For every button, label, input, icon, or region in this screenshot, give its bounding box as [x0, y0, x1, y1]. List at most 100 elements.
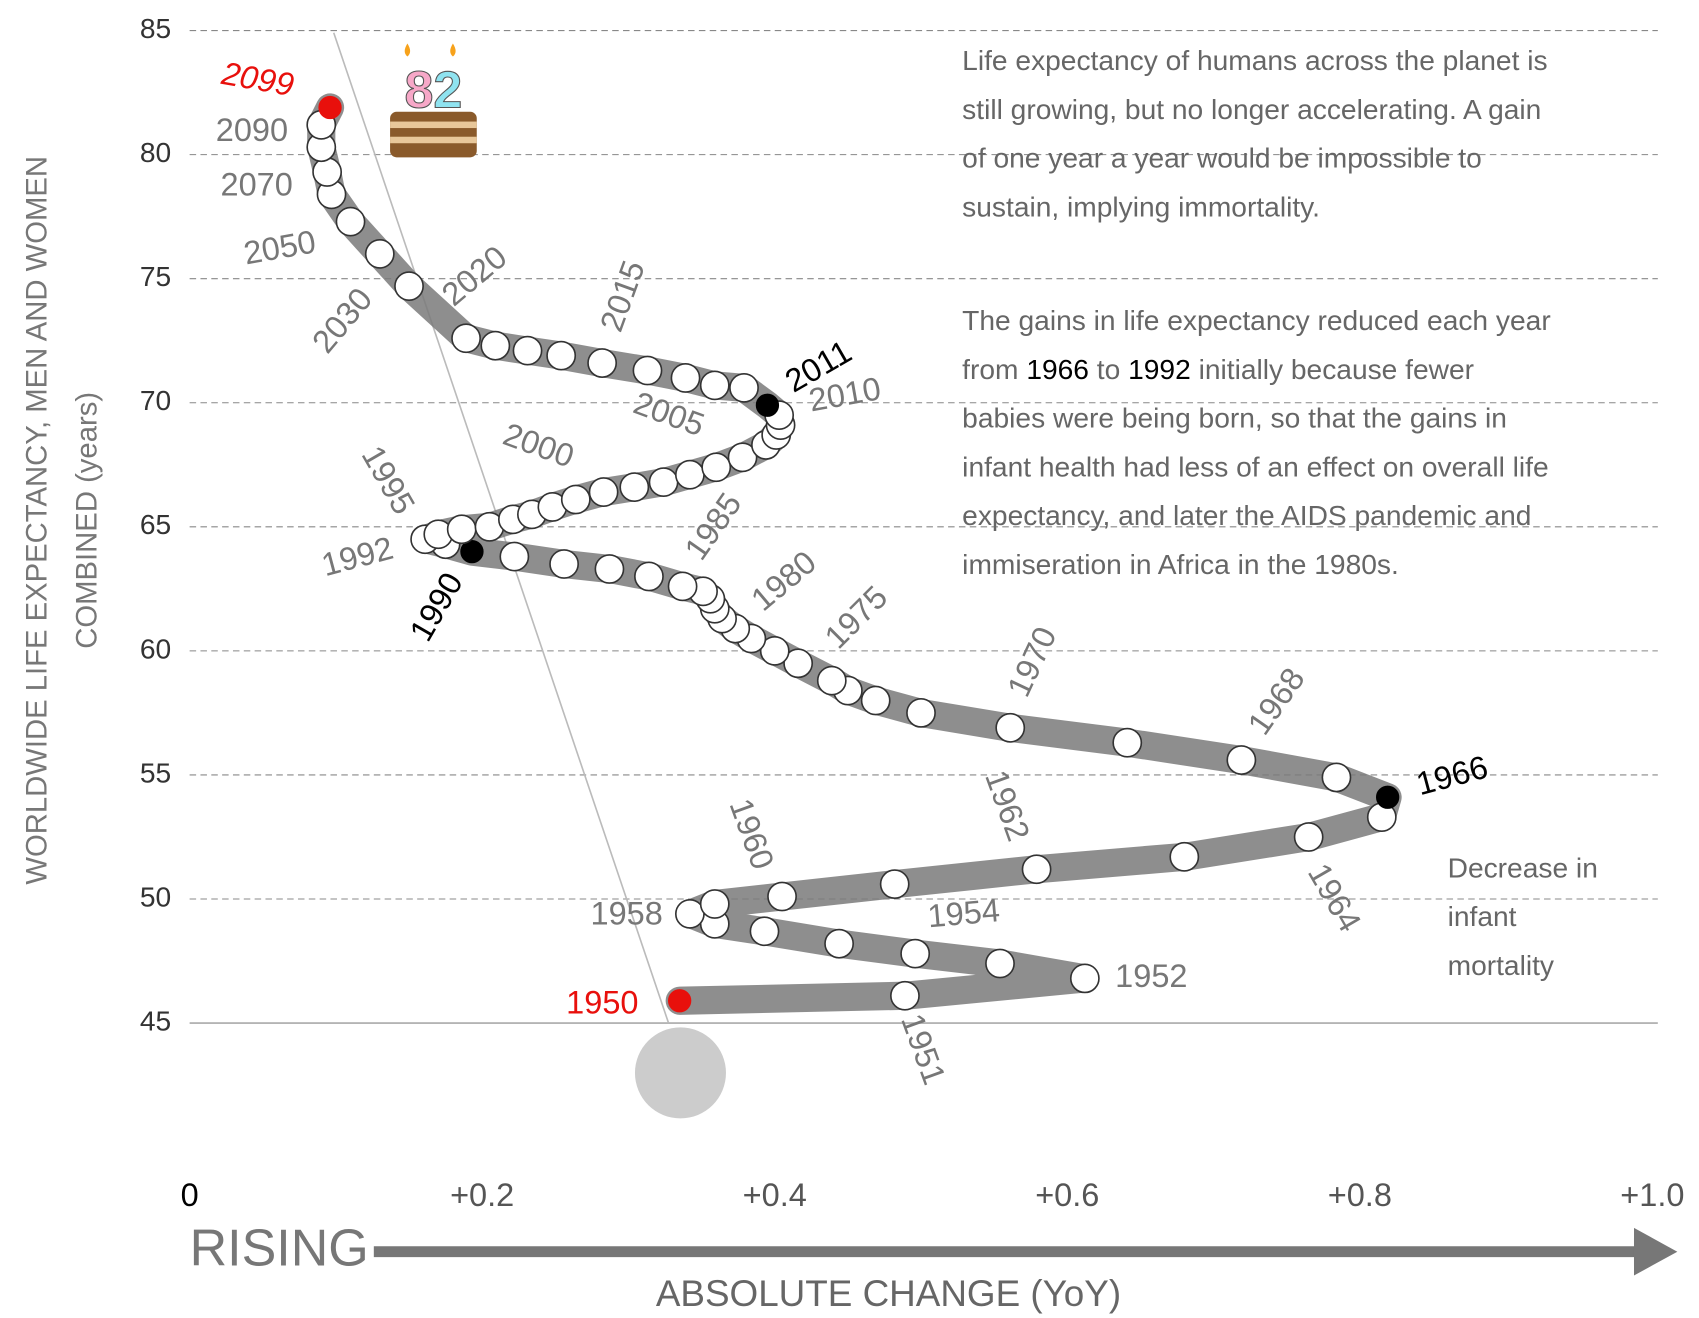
data-point	[676, 461, 704, 489]
year-label: 1970	[1000, 621, 1063, 702]
year-label: 1958	[590, 896, 662, 932]
y-tick-label: 50	[140, 880, 171, 912]
y-tick-label: 70	[140, 384, 171, 416]
y-tick-label: 80	[140, 136, 171, 168]
annotation-text: Decrease in	[1448, 852, 1598, 884]
year-label: 1952	[1115, 958, 1187, 994]
annotation-text: immiseration in Africa in the 1980s.	[962, 548, 1399, 580]
data-point	[595, 555, 623, 583]
data-point	[768, 882, 796, 910]
annotation-line: The gains in life expectancy reduced eac…	[962, 305, 1551, 337]
data-point	[1227, 746, 1255, 774]
annotation-line: Decrease in	[1448, 852, 1598, 884]
annotation-line: of one year a year would be impossible t…	[962, 142, 1482, 174]
annotation-text: infant	[1448, 900, 1517, 932]
x-tick-label: +0.8	[1328, 1177, 1392, 1213]
data-point	[1295, 823, 1323, 851]
annotation-line: babies were being born, so that the gain…	[962, 402, 1507, 434]
year-label: 2030	[305, 281, 379, 360]
year-label: 2099	[218, 55, 296, 103]
y-tick-label: 65	[140, 508, 171, 540]
data-point	[907, 699, 935, 727]
annotation-line: sustain, implying immortality.	[962, 191, 1320, 223]
annotation-line: expectancy, and later the AIDS pandemic …	[962, 500, 1531, 532]
annotation-text: initially because fewer	[1191, 353, 1474, 385]
data-point	[481, 332, 509, 360]
data-point	[701, 371, 729, 399]
data-point	[818, 667, 846, 695]
data-point	[881, 870, 909, 898]
year-label: 1990	[403, 566, 470, 647]
data-point	[513, 337, 541, 365]
x-tick-label: +1.0	[1620, 1177, 1684, 1213]
direction-label: RISING	[190, 1219, 369, 1277]
data-point	[862, 686, 890, 714]
year-label: 1962	[978, 765, 1037, 845]
data-point	[757, 394, 779, 416]
year-label: 1992	[318, 530, 397, 583]
data-point	[366, 240, 394, 268]
year-label: 1960	[723, 794, 782, 874]
annotation-line: mortality	[1448, 949, 1555, 981]
data-point	[1022, 855, 1050, 883]
annotation-text: 1966	[1026, 353, 1089, 385]
year-label: 2015	[593, 256, 652, 336]
year-label: 1966	[1412, 749, 1491, 802]
data-point	[669, 990, 691, 1012]
data-point	[671, 364, 699, 392]
year-label: 1995	[355, 440, 422, 521]
x-axis-title: ABSOLUTE CHANGE (YoY)	[656, 1273, 1121, 1314]
annotation-text: from	[962, 353, 1026, 385]
data-point	[336, 208, 364, 236]
data-point	[901, 940, 929, 968]
origin-disc	[635, 1027, 726, 1118]
annotation-text: sustain, implying immortality.	[962, 191, 1320, 223]
y-tick-label: 85	[140, 12, 171, 44]
data-point	[750, 917, 778, 945]
data-point	[701, 890, 729, 918]
annotation-text: of one year a year would be impossible t…	[962, 142, 1482, 174]
year-label: 2050	[241, 223, 318, 271]
year-label: 2070	[221, 167, 293, 203]
data-point	[500, 542, 528, 570]
y-tick-label: 55	[140, 756, 171, 788]
annotation-text: mortality	[1448, 949, 1555, 981]
annotation-text: still growing, but no longer acceleratin…	[962, 93, 1541, 125]
data-point	[620, 473, 648, 501]
year-label: 1964	[1301, 857, 1368, 938]
y-tick-label: 60	[140, 632, 171, 664]
annotation-text: The gains in life expectancy reduced eac…	[962, 305, 1551, 337]
annotation-text: Life expectancy of humans across the pla…	[962, 44, 1547, 76]
data-point	[550, 550, 578, 578]
data-point	[562, 485, 590, 513]
year-label: 2090	[216, 112, 288, 148]
data-point	[588, 349, 616, 377]
data-point	[448, 515, 476, 543]
y-tick-label: 75	[140, 260, 171, 292]
annotation-text: to	[1089, 353, 1128, 385]
data-point	[452, 324, 480, 352]
data-point	[319, 97, 341, 119]
y-tick-label: 45	[140, 1005, 171, 1037]
data-point	[633, 356, 661, 384]
annotation-text: expectancy, and later the AIDS pandemic …	[962, 500, 1531, 532]
year-label: 1968	[1241, 661, 1312, 741]
data-point	[1113, 729, 1141, 757]
year-label: 1975	[818, 579, 895, 656]
annotation-line: infant health had less of an effect on o…	[962, 451, 1548, 483]
annotation-line: infant	[1448, 900, 1517, 932]
data-point	[1377, 786, 1399, 808]
arrow-head	[1634, 1228, 1677, 1276]
data-point	[825, 930, 853, 958]
data-point	[891, 982, 919, 1010]
annotation-line: from 1966 to 1992 initially because fewe…	[962, 353, 1474, 385]
x-tick-label: 0	[181, 1177, 199, 1213]
data-point	[547, 342, 575, 370]
year-label: 1954	[926, 892, 1001, 934]
page: {"chart_data": { "type": "scatter", "y_l…	[0, 0, 1699, 1318]
data-point	[1322, 763, 1350, 791]
annotation-text: babies were being born, so that the gain…	[962, 402, 1507, 434]
data-point	[461, 541, 483, 563]
annotation-line: immiseration in Africa in the 1980s.	[962, 548, 1399, 580]
data-point	[996, 714, 1024, 742]
